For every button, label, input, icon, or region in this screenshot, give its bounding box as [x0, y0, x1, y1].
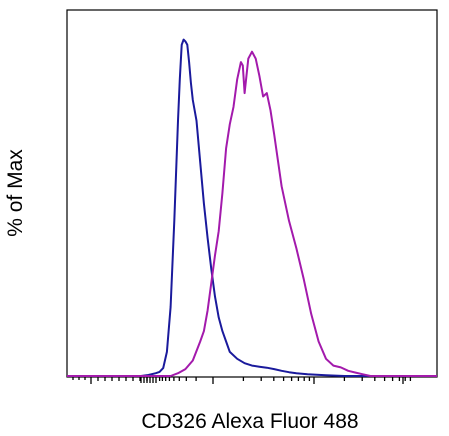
plot-frame [66, 9, 438, 378]
y-axis-label: % of Max [4, 149, 27, 237]
x-axis-ticks [72, 377, 412, 384]
histogram-series-2 [67, 50, 437, 377]
series-layer [67, 38, 437, 377]
x-axis-label: CD326 Alexa Fluor 488 [141, 410, 358, 433]
histogram-series-1 [67, 38, 437, 377]
